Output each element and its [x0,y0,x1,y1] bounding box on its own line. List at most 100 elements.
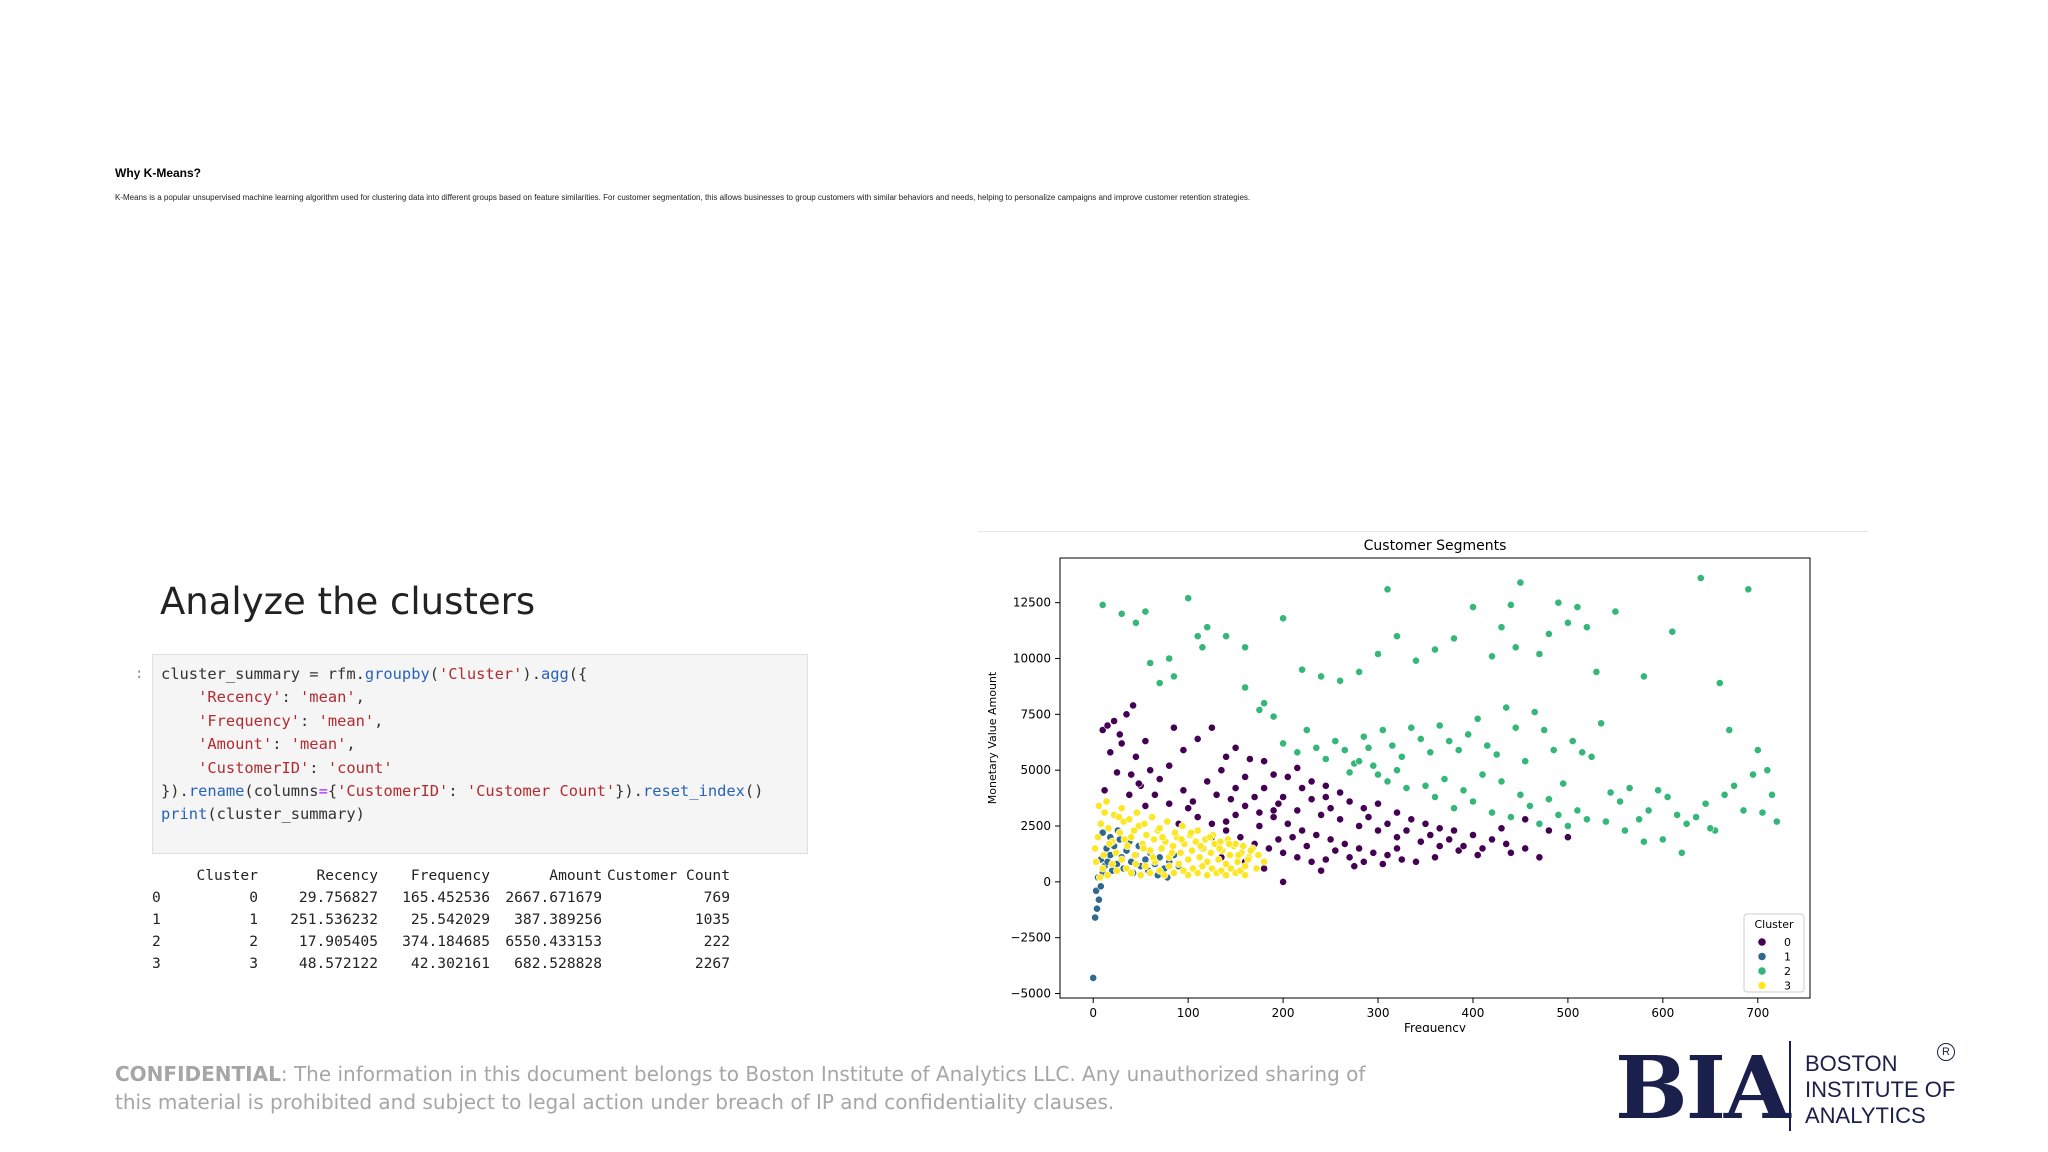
data-point-cluster-3 [1148,813,1156,821]
data-point-cluster-0 [1129,701,1137,710]
data-point-cluster-3 [1096,873,1104,882]
data-point-cluster-0 [1165,761,1174,770]
output-column-header: Amount [549,866,602,884]
x-tick-label: 0 [1089,1006,1097,1020]
data-point-cluster-2 [1606,788,1615,797]
logo-line: INSTITUTE OF [1805,1077,1956,1102]
data-point-cluster-0 [1226,795,1235,804]
data-point-cluster-3 [1188,846,1196,855]
y-tick-label: −2500 [1010,931,1051,945]
data-point-cluster-0 [1207,819,1216,828]
data-point-cluster-3 [1206,848,1215,857]
data-point-cluster-2 [1483,741,1492,750]
data-point-cluster-2 [1511,723,1520,732]
data-point-cluster-2 [1440,775,1449,783]
data-point-cluster-2 [1640,837,1648,846]
data-point-cluster-3 [1127,833,1136,842]
data-point-cluster-0 [1454,846,1463,855]
data-point-cluster-0 [1393,808,1401,817]
data-point-cluster-3 [1114,813,1123,821]
data-point-cluster-3 [1216,837,1225,846]
registered-mark: R [1937,1043,1955,1061]
data-point-cluster-0 [1141,737,1150,745]
data-point-cluster-3 [1142,831,1151,839]
data-point-cluster-2 [1682,819,1691,828]
data-point-cluster-2 [1340,746,1349,754]
data-point-cluster-3 [1117,804,1126,813]
data-point-cluster-3 [1117,855,1126,864]
data-point-cluster-3 [1092,857,1100,866]
data-point-cluster-2 [1388,741,1397,750]
data-point-cluster-1 [1093,904,1101,913]
data-point-cluster-2 [1715,679,1724,687]
x-tick-label: 700 [1746,1006,1769,1020]
data-point-cluster-1 [1089,973,1098,982]
output-cell: 1 [152,910,161,928]
data-point-cluster-3 [1241,871,1249,880]
data-point-cluster-0 [1488,835,1496,844]
data-point-cluster-3 [1108,860,1117,868]
data-point-cluster-2 [1587,752,1596,761]
data-point-cluster-2 [1198,643,1207,652]
data-point-cluster-3 [1095,801,1103,810]
output-row: 0 0 29.756827 165.452536 2667.671679 769 [152,886,730,908]
data-point-cluster-2 [1141,607,1150,616]
data-point-cluster-3 [1217,866,1226,875]
output-cell: 0 [152,888,161,906]
data-point-cluster-2 [1450,634,1458,643]
data-point-cluster-2 [1260,699,1268,708]
data-point-cluster-0 [1497,824,1506,833]
data-point-cluster-0 [1260,757,1268,766]
data-point-cluster-0 [1426,831,1435,839]
data-point-cluster-3 [1098,864,1107,873]
data-point-cluster-0 [1255,808,1264,817]
data-point-cluster-3 [1233,857,1242,866]
code-cell[interactable]: cluster_summary = rfm.groupby('Cluster')… [152,654,808,854]
data-point-cluster-2 [1464,730,1473,739]
data-point-cluster-3 [1225,851,1234,859]
data-point-cluster-2 [1169,672,1178,681]
data-point-cluster-2 [1492,750,1501,759]
data-point-cluster-3 [1123,842,1132,850]
data-point-cluster-3 [1125,815,1134,824]
data-point-cluster-0 [1165,799,1174,808]
data-point-cluster-2 [1317,672,1325,681]
data-point-cluster-0 [1298,784,1306,792]
data-point-cluster-2 [1298,665,1306,674]
data-point-cluster-3 [1260,857,1268,866]
data-point-cluster-2 [1763,766,1772,775]
data-point-cluster-2 [1131,618,1140,627]
data-point-cluster-0 [1115,730,1124,739]
data-point-cluster-0 [1312,831,1321,839]
data-point-cluster-0 [1269,813,1278,821]
data-point-cluster-2 [1241,683,1249,692]
data-point-cluster-2 [1739,806,1748,815]
data-point-cluster-3 [1244,855,1252,864]
legend-label: 0 [1784,936,1791,949]
data-point-cluster-0 [1364,813,1373,821]
output-cell: 165.452536 [402,888,490,906]
data-point-cluster-0 [1141,801,1150,810]
data-point-cluster-2 [1383,777,1392,786]
data-point-cluster-2 [1564,618,1572,627]
data-point-cluster-0 [1307,795,1316,804]
data-point-cluster-1 [1096,882,1105,891]
data-point-cluster-0 [1478,844,1487,853]
plot-frame [1059,557,1811,999]
data-point-cluster-2 [1753,746,1762,754]
data-point-cluster-3 [1100,808,1109,817]
data-point-cluster-2 [1402,784,1411,792]
data-point-cluster-3 [1193,868,1202,877]
data-point-cluster-2 [1469,603,1477,611]
data-point-cluster-2 [1459,786,1468,795]
data-point-cluster-2 [1720,790,1729,799]
data-point-cluster-0 [1393,833,1401,842]
section-title: Why K-Means? [115,166,202,180]
section-description: K-Means is a popular unsupervised machin… [115,193,1251,202]
data-point-cluster-2 [1673,810,1681,819]
output-cell: 1 [249,910,258,928]
data-point-cluster-0 [1146,766,1155,775]
data-point-cluster-3 [1179,866,1188,875]
data-point-cluster-0 [1378,860,1387,868]
data-point-cluster-0 [1241,801,1249,810]
